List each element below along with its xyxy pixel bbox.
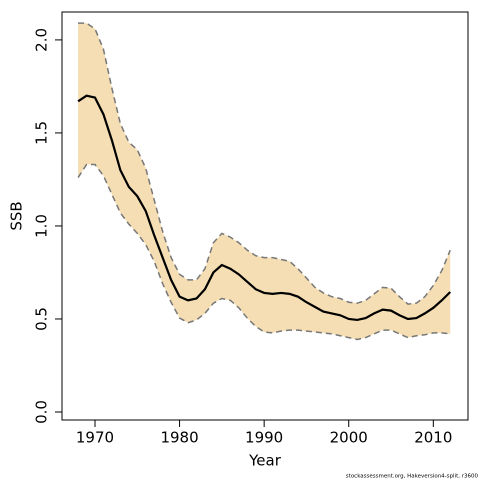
- x-tick-label: 1980: [160, 429, 198, 447]
- x-tick-label: 2010: [414, 429, 452, 447]
- footnote: stockassessment.org, Hakeversion4-split,…: [346, 474, 479, 480]
- y-axis-label: SSB: [8, 201, 26, 230]
- y-tick-label: 2.0: [33, 28, 51, 52]
- confidence-band: [78, 23, 451, 340]
- y-tick-label: 0.5: [33, 307, 51, 331]
- x-tick-label: 2000: [330, 429, 368, 447]
- upper-bound: [78, 22, 451, 305]
- y-tick-label: 1.5: [33, 121, 51, 145]
- plot-frame: [61, 11, 469, 421]
- x-tick-label: 1990: [245, 429, 283, 447]
- lower-bound: [77, 163, 451, 341]
- x-axis-label: Year: [248, 452, 282, 470]
- y-tick-label: 0.0: [33, 400, 51, 424]
- median-line: [77, 94, 452, 322]
- x-tick-label: 1970: [76, 429, 114, 447]
- y-tick-label: 1.0: [33, 214, 51, 238]
